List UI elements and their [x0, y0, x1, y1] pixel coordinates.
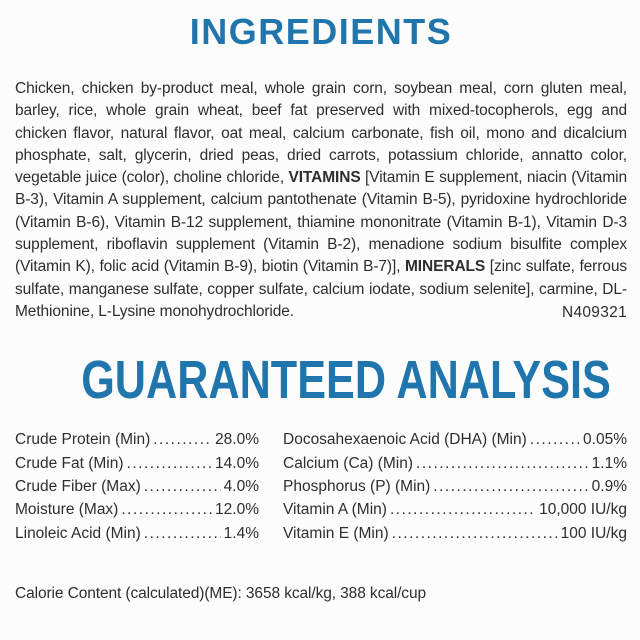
dot-leader [390, 498, 536, 521]
analysis-row: Linoleic Acid (Min) 1.4% [15, 522, 259, 545]
analysis-value: 100 IU/kg [560, 524, 627, 542]
analysis-column-left: Crude Protein (Min) 28.0% Crude Fat (Min… [15, 428, 259, 545]
analysis-value: 10,000 IU/kg [539, 501, 627, 519]
analysis-value: 12.0% [215, 501, 259, 519]
ingredients-title: INGREDIENTS [189, 11, 453, 52]
calorie-content: Calorie Content (calculated)(ME): 3658 k… [15, 585, 426, 603]
guaranteed-analysis-header: GUARANTEED ANALYSIS [15, 353, 627, 407]
dot-leader [433, 475, 588, 498]
analysis-row: Calcium (Ca) (Min) 1.1% [283, 452, 627, 475]
analysis-value: 4.0% [223, 478, 259, 496]
dot-leader [127, 452, 213, 475]
analysis-row: Crude Fat (Min) 14.0% [15, 452, 259, 475]
dot-leader [392, 522, 558, 545]
analysis-value: 1.1% [591, 454, 627, 472]
analysis-column-right: Docosahexaenoic Acid (DHA) (Min) 0.05% C… [283, 428, 627, 545]
analysis-row: Vitamin E (Min) 100 IU/kg [283, 522, 627, 545]
analysis-value: 28.0% [215, 431, 259, 449]
analysis-label: Calcium (Ca) (Min) [283, 454, 414, 472]
guaranteed-analysis-table: Crude Protein (Min) 28.0% Crude Fat (Min… [15, 428, 627, 545]
analysis-label: Crude Fiber (Max) [15, 478, 141, 496]
analysis-label: Vitamin A (Min) [283, 501, 387, 519]
analysis-value: 0.9% [591, 478, 627, 496]
analysis-row: Crude Protein (Min) 28.0% [15, 428, 259, 451]
dot-leader [121, 498, 212, 521]
analysis-value: 14.0% [215, 454, 259, 472]
analysis-label: Vitamin E (Min) [283, 524, 389, 542]
dot-leader [530, 428, 580, 451]
ingredient-text: [Vitamin E supplement, niacin (Vitamin B… [15, 169, 627, 276]
analysis-value: 0.05% [583, 431, 627, 449]
guaranteed-analysis-title: GUARANTEED ANALYSIS [81, 350, 611, 411]
ingredient-text: [zinc sulfate, ferrous sulfate, manganes… [15, 258, 627, 320]
ingredient-text: Chicken, chicken by-product meal, whole … [15, 80, 627, 187]
ingredients-paragraph: Chicken, chicken by-product meal, whole … [15, 78, 627, 323]
ingredient-group-heading: VITAMINS [288, 169, 361, 187]
dot-leader [153, 428, 212, 451]
analysis-label: Linoleic Acid (Min) [15, 524, 141, 542]
analysis-row: Moisture (Max) 12.0% [15, 498, 259, 521]
dot-leader [144, 522, 221, 545]
dot-leader [144, 475, 221, 498]
analysis-row: Vitamin A (Min) 10,000 IU/kg [283, 498, 627, 521]
dot-leader [416, 452, 589, 475]
product-code: N409321 [553, 304, 627, 323]
analysis-row: Crude Fiber (Max) 4.0% [15, 475, 259, 498]
analysis-label: Crude Protein (Min) [15, 431, 151, 449]
analysis-label: Moisture (Max) [15, 501, 119, 519]
analysis-label: Crude Fat (Min) [15, 454, 124, 472]
ingredient-group-heading: MINERALS [405, 258, 486, 276]
analysis-value: 1.4% [223, 524, 259, 542]
analysis-row: Phosphorus (P) (Min) 0.9% [283, 475, 627, 498]
ingredients-section: Chicken, chicken by-product meal, whole … [15, 78, 627, 323]
analysis-row: Docosahexaenoic Acid (DHA) (Min) 0.05% [283, 428, 627, 451]
analysis-label: Docosahexaenoic Acid (DHA) (Min) [283, 431, 527, 449]
analysis-label: Phosphorus (P) (Min) [283, 478, 431, 496]
